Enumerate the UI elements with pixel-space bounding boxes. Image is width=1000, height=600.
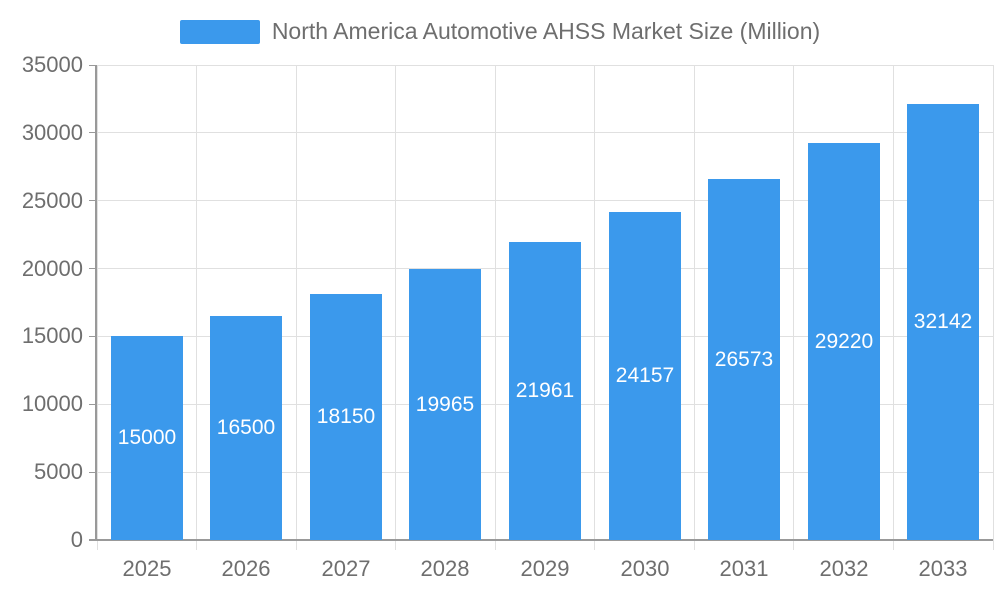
y-axis-label: 10000: [21, 391, 83, 417]
y-axis-tick: [89, 403, 97, 405]
x-axis-line: [89, 539, 993, 541]
gridline-vertical: [395, 65, 397, 550]
bar-2028[interactable]: [409, 269, 481, 540]
y-axis-tick: [89, 132, 97, 134]
bar-2032[interactable]: [808, 143, 880, 540]
y-axis-tick: [89, 268, 97, 270]
legend[interactable]: North America Automotive AHSS Market Siz…: [0, 18, 1000, 45]
legend-swatch-icon: [179, 19, 260, 44]
legend-label: North America Automotive AHSS Market Siz…: [271, 18, 821, 44]
x-axis-label: 2025: [122, 556, 172, 581]
gridline-vertical: [892, 65, 894, 550]
y-axis-label: 15000: [21, 323, 83, 349]
bar-2026[interactable]: [210, 316, 282, 540]
gridline-vertical: [594, 65, 596, 550]
y-axis-label: 20000: [21, 255, 83, 281]
x-axis-label: 2031: [719, 556, 769, 581]
gridline-horizontal: [97, 200, 993, 202]
bar-2027[interactable]: [310, 293, 382, 540]
y-axis-tick: [89, 471, 97, 473]
gridline-vertical: [196, 65, 198, 550]
x-axis-label: 2027: [321, 556, 371, 581]
x-axis-label: 2028: [420, 556, 470, 581]
y-axis-line: [95, 65, 97, 540]
x-axis-label: 2026: [221, 556, 271, 581]
bar-2029[interactable]: [509, 241, 581, 540]
bar-2033[interactable]: [907, 103, 979, 540]
bar-2031[interactable]: [708, 179, 780, 540]
y-axis-label: 25000: [21, 187, 83, 213]
y-axis-label: 35000: [21, 52, 83, 77]
gridline-vertical: [793, 65, 795, 550]
gridline-vertical: [494, 65, 496, 550]
y-axis-label: 5000: [34, 459, 83, 485]
gridline-vertical: [96, 65, 98, 550]
y-axis-tick: [89, 200, 97, 202]
y-axis-tick: [89, 64, 97, 66]
x-axis-label: 2030: [620, 556, 670, 581]
gridline-vertical: [992, 65, 994, 550]
y-axis-label: 0: [70, 527, 83, 552]
x-axis-label: 2029: [520, 556, 570, 581]
bar-2025[interactable]: [111, 336, 183, 540]
x-axis-label: 2033: [918, 556, 968, 581]
gridline-vertical: [693, 65, 695, 550]
x-axis-label: 2032: [819, 556, 869, 581]
gridline-vertical: [295, 65, 297, 550]
y-axis-label: 30000: [21, 119, 83, 145]
gridline-horizontal: [97, 132, 993, 134]
gridline-horizontal: [97, 64, 993, 66]
bar-2030[interactable]: [609, 212, 681, 540]
y-axis-tick: [89, 335, 97, 337]
